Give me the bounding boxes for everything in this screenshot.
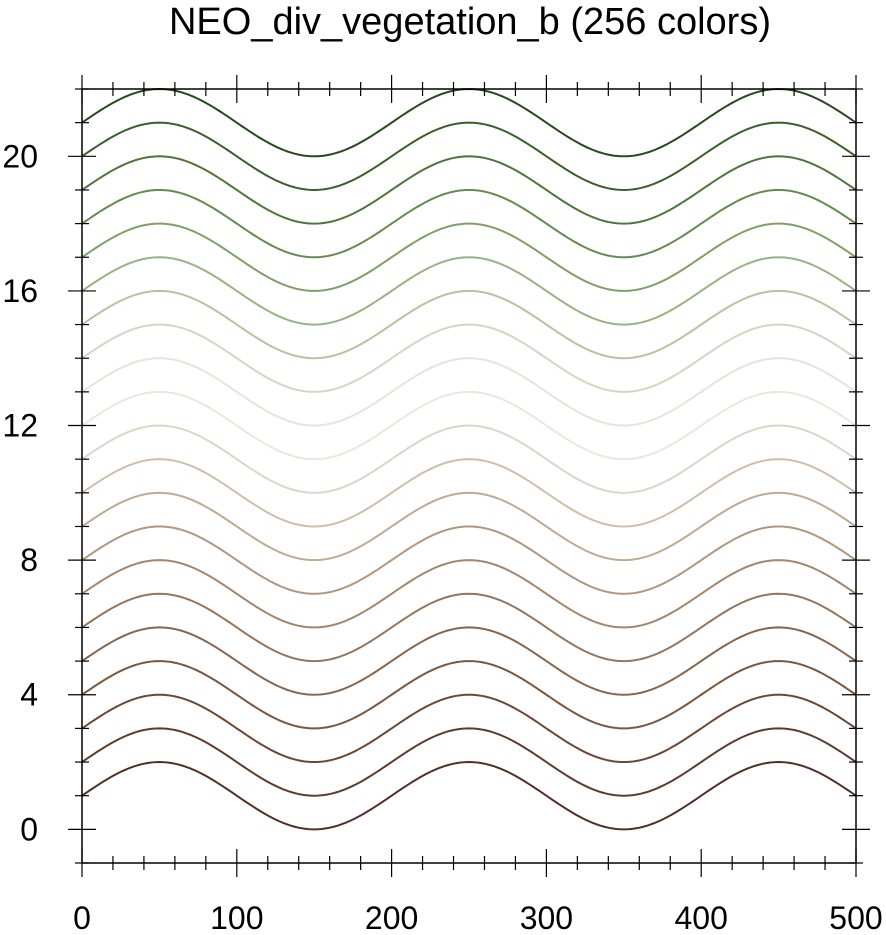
series-line-17 bbox=[81, 188, 857, 259]
series-line-6 bbox=[81, 559, 857, 629]
y-tick-label: 4 bbox=[20, 677, 38, 713]
chart-title: NEO_div_vegetation_b (256 colors) bbox=[168, 1, 771, 43]
series-line-12 bbox=[81, 357, 857, 427]
series-line-7 bbox=[81, 525, 857, 595]
x-tick-label: 400 bbox=[675, 900, 728, 935]
y-tick-label: 8 bbox=[20, 542, 38, 578]
y-tick-label: 20 bbox=[2, 138, 38, 174]
series-line-14 bbox=[81, 289, 857, 360]
plot-frame bbox=[81, 88, 857, 864]
series-layer bbox=[81, 87, 857, 831]
x-tick-label: 100 bbox=[210, 900, 263, 935]
series-line-15 bbox=[81, 256, 857, 326]
y-tick-label: 16 bbox=[2, 273, 38, 309]
x-tick-label: 300 bbox=[520, 900, 573, 935]
series-line-4 bbox=[81, 626, 857, 696]
series-line-1 bbox=[81, 727, 857, 797]
series-line-2 bbox=[81, 693, 857, 764]
series-line-19 bbox=[81, 121, 857, 191]
series-line-5 bbox=[81, 592, 857, 663]
y-tick-label: 12 bbox=[2, 408, 38, 444]
x-tick-label: 500 bbox=[829, 900, 882, 935]
series-line-13 bbox=[81, 323, 857, 393]
series-line-3 bbox=[81, 660, 857, 730]
series-line-10 bbox=[81, 424, 857, 494]
series-line-9 bbox=[81, 458, 857, 528]
series-line-11 bbox=[81, 390, 857, 461]
x-tick-label: 0 bbox=[73, 900, 91, 935]
series-line-8 bbox=[81, 491, 857, 562]
x-tick-labels: 0 100 200 300 400 500 bbox=[73, 900, 883, 935]
series-line-18 bbox=[81, 155, 857, 225]
y-tick-label: 0 bbox=[20, 811, 38, 847]
series-line-0 bbox=[81, 761, 857, 831]
series-line-16 bbox=[81, 222, 857, 292]
tick-layer bbox=[68, 75, 870, 877]
y-tick-labels: 0 4 8 12 16 20 bbox=[2, 138, 38, 847]
x-tick-label: 200 bbox=[365, 900, 418, 935]
